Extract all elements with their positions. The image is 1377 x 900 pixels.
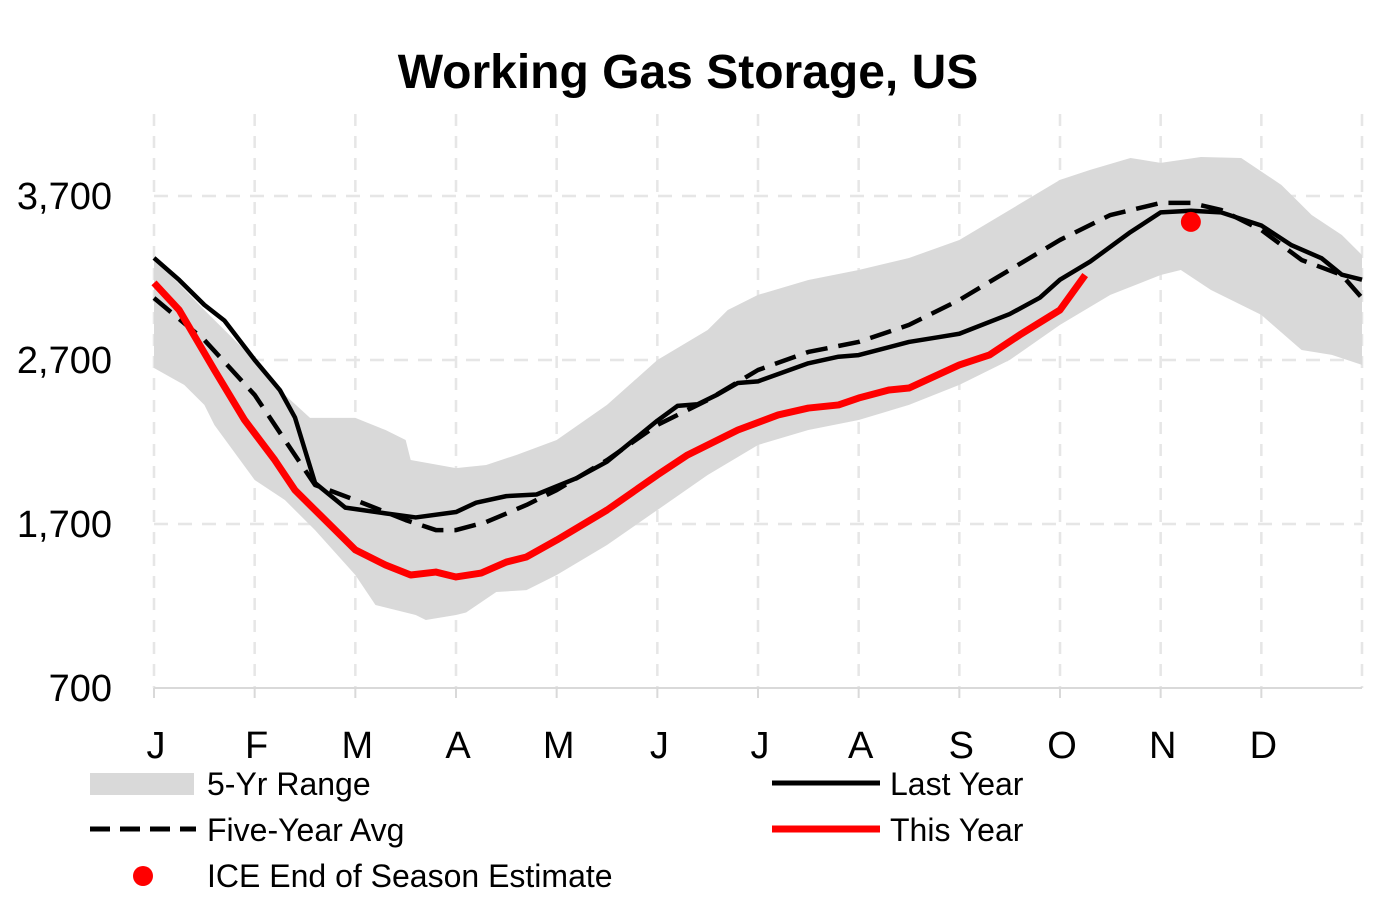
y-tick-label: 1,700	[17, 504, 112, 546]
y-tick-label: 2,700	[17, 340, 112, 382]
series-lines	[151, 200, 1364, 581]
y-axis: 700 1,700 2,700 3,700	[17, 176, 112, 710]
x-tick-label: D	[1250, 725, 1277, 767]
range-band-area	[154, 156, 1362, 620]
estimate-point	[1180, 211, 1201, 232]
x-tick-label: A	[445, 725, 471, 767]
legend-label-range: 5-Yr Range	[207, 766, 371, 802]
legend-label-this-year: This Year	[890, 812, 1024, 848]
x-tick-label: A	[848, 725, 874, 767]
chart-title: Working Gas Storage, US	[398, 46, 979, 99]
x-tick-label: J	[751, 725, 770, 767]
legend-swatch-estimate	[133, 866, 153, 886]
legend-label-avg: Five-Year Avg	[207, 812, 404, 848]
x-tick-label: J	[147, 725, 166, 767]
x-tick-label: O	[1047, 725, 1077, 767]
x-tick-label: N	[1149, 725, 1176, 767]
y-tick-label: 3,700	[17, 176, 112, 218]
x-tick-label: J	[650, 725, 669, 767]
series-line-this-year	[151, 273, 1089, 581]
x-tick-label: M	[543, 725, 575, 767]
legend-label-last-year: Last Year	[890, 766, 1024, 802]
legend: 5-Yr Range Five-Year Avg ICE End of Seas…	[90, 766, 1024, 894]
range-band	[154, 156, 1362, 620]
x-tick-label: F	[245, 725, 268, 767]
y-tick-label: 700	[49, 668, 112, 710]
x-tick-label: M	[342, 725, 374, 767]
x-tick-label: S	[949, 725, 974, 767]
legend-label-estimate: ICE End of Season Estimate	[207, 858, 613, 894]
legend-swatch-range	[90, 773, 194, 795]
series-line-last-year	[152, 208, 1363, 520]
